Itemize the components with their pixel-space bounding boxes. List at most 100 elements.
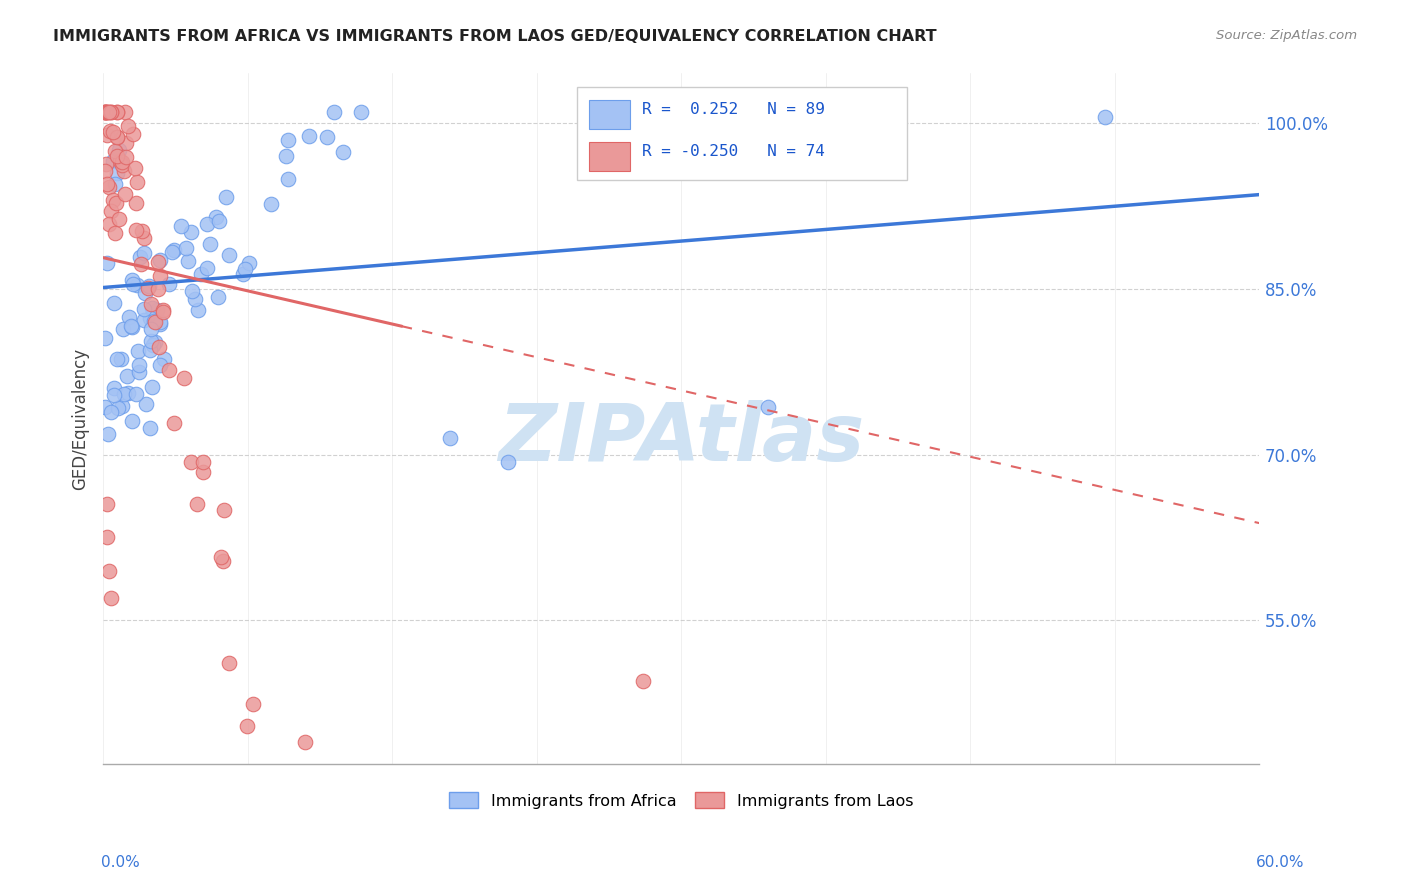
Point	[107, 212, 129, 227]
Point	[94, 104, 117, 119]
Point	[94, 104, 117, 119]
Point	[218, 656, 240, 670]
Point	[149, 359, 172, 373]
Point	[148, 340, 170, 354]
Point	[315, 129, 337, 144]
Point	[108, 153, 131, 168]
Point	[124, 223, 146, 237]
Point	[120, 318, 142, 333]
Point	[197, 217, 219, 231]
Point	[193, 455, 215, 469]
Point	[104, 227, 127, 241]
Point	[184, 292, 207, 306]
Point	[111, 158, 134, 172]
Text: ZIPAtlas: ZIPAtlas	[498, 401, 865, 478]
Point	[152, 302, 174, 317]
Point	[215, 190, 238, 204]
Point	[170, 219, 193, 233]
Point	[115, 150, 138, 164]
Point	[107, 401, 129, 416]
Point	[209, 549, 232, 564]
Text: Source: ZipAtlas.com: Source: ZipAtlas.com	[1216, 29, 1357, 43]
Point	[233, 261, 256, 276]
Point	[118, 310, 141, 325]
Point	[163, 243, 186, 257]
Point	[96, 128, 118, 142]
Point	[143, 334, 166, 349]
Point	[1094, 110, 1116, 124]
Point	[96, 104, 118, 119]
Point	[127, 344, 149, 359]
Point	[94, 104, 117, 119]
Point	[94, 330, 117, 344]
Point	[112, 321, 135, 335]
Point	[205, 210, 228, 224]
Point	[190, 267, 212, 281]
Point	[104, 177, 127, 191]
Text: R =  0.252   N = 89: R = 0.252 N = 89	[643, 102, 825, 117]
Y-axis label: GED/Equivalency: GED/Equivalency	[72, 348, 89, 490]
Point	[191, 465, 214, 479]
Point	[142, 338, 165, 352]
Point	[138, 310, 160, 325]
Point	[96, 178, 118, 192]
Point	[103, 296, 125, 310]
Point	[136, 280, 159, 294]
Point	[218, 248, 240, 262]
Point	[135, 397, 157, 411]
Point	[100, 104, 122, 119]
Point	[274, 149, 297, 163]
FancyBboxPatch shape	[576, 87, 907, 180]
Point	[294, 735, 316, 749]
Point	[149, 317, 172, 331]
Point	[149, 253, 172, 268]
Point	[134, 246, 156, 260]
Point	[149, 315, 172, 329]
Point	[139, 334, 162, 348]
Point	[105, 195, 128, 210]
Point	[277, 171, 299, 186]
Point	[104, 145, 127, 159]
Point	[100, 405, 122, 419]
Point	[238, 256, 260, 270]
Point	[96, 255, 118, 269]
Point	[129, 251, 152, 265]
Point	[115, 369, 138, 384]
Point	[153, 351, 176, 366]
Point	[110, 352, 132, 367]
Point	[101, 193, 124, 207]
Point	[143, 315, 166, 329]
Point	[103, 125, 125, 139]
Point	[128, 359, 150, 373]
Point	[260, 197, 283, 211]
Point	[112, 164, 135, 178]
Point	[103, 381, 125, 395]
Point	[134, 301, 156, 316]
Point	[97, 180, 120, 194]
Point	[132, 231, 155, 245]
Point	[105, 104, 128, 119]
Text: 60.0%: 60.0%	[1257, 855, 1305, 870]
Point	[139, 343, 162, 357]
Text: 0.0%: 0.0%	[101, 855, 141, 870]
Point	[141, 380, 163, 394]
Point	[94, 105, 117, 120]
Point	[114, 104, 136, 119]
Point	[121, 413, 143, 427]
Point	[121, 320, 143, 334]
Point	[121, 272, 143, 286]
Text: IMMIGRANTS FROM AFRICA VS IMMIGRANTS FROM LAOS GED/EQUIVALENCY CORRELATION CHART: IMMIGRANTS FROM AFRICA VS IMMIGRANTS FRO…	[53, 29, 936, 45]
Point	[105, 104, 128, 119]
Point	[207, 290, 229, 304]
Point	[212, 503, 235, 517]
Point	[124, 161, 146, 175]
Point	[98, 124, 121, 138]
Point	[94, 156, 117, 170]
Point	[114, 136, 136, 150]
Point	[232, 267, 254, 281]
Point	[122, 277, 145, 292]
Point	[138, 279, 160, 293]
Point	[112, 387, 135, 401]
Point	[103, 388, 125, 402]
Point	[139, 297, 162, 311]
